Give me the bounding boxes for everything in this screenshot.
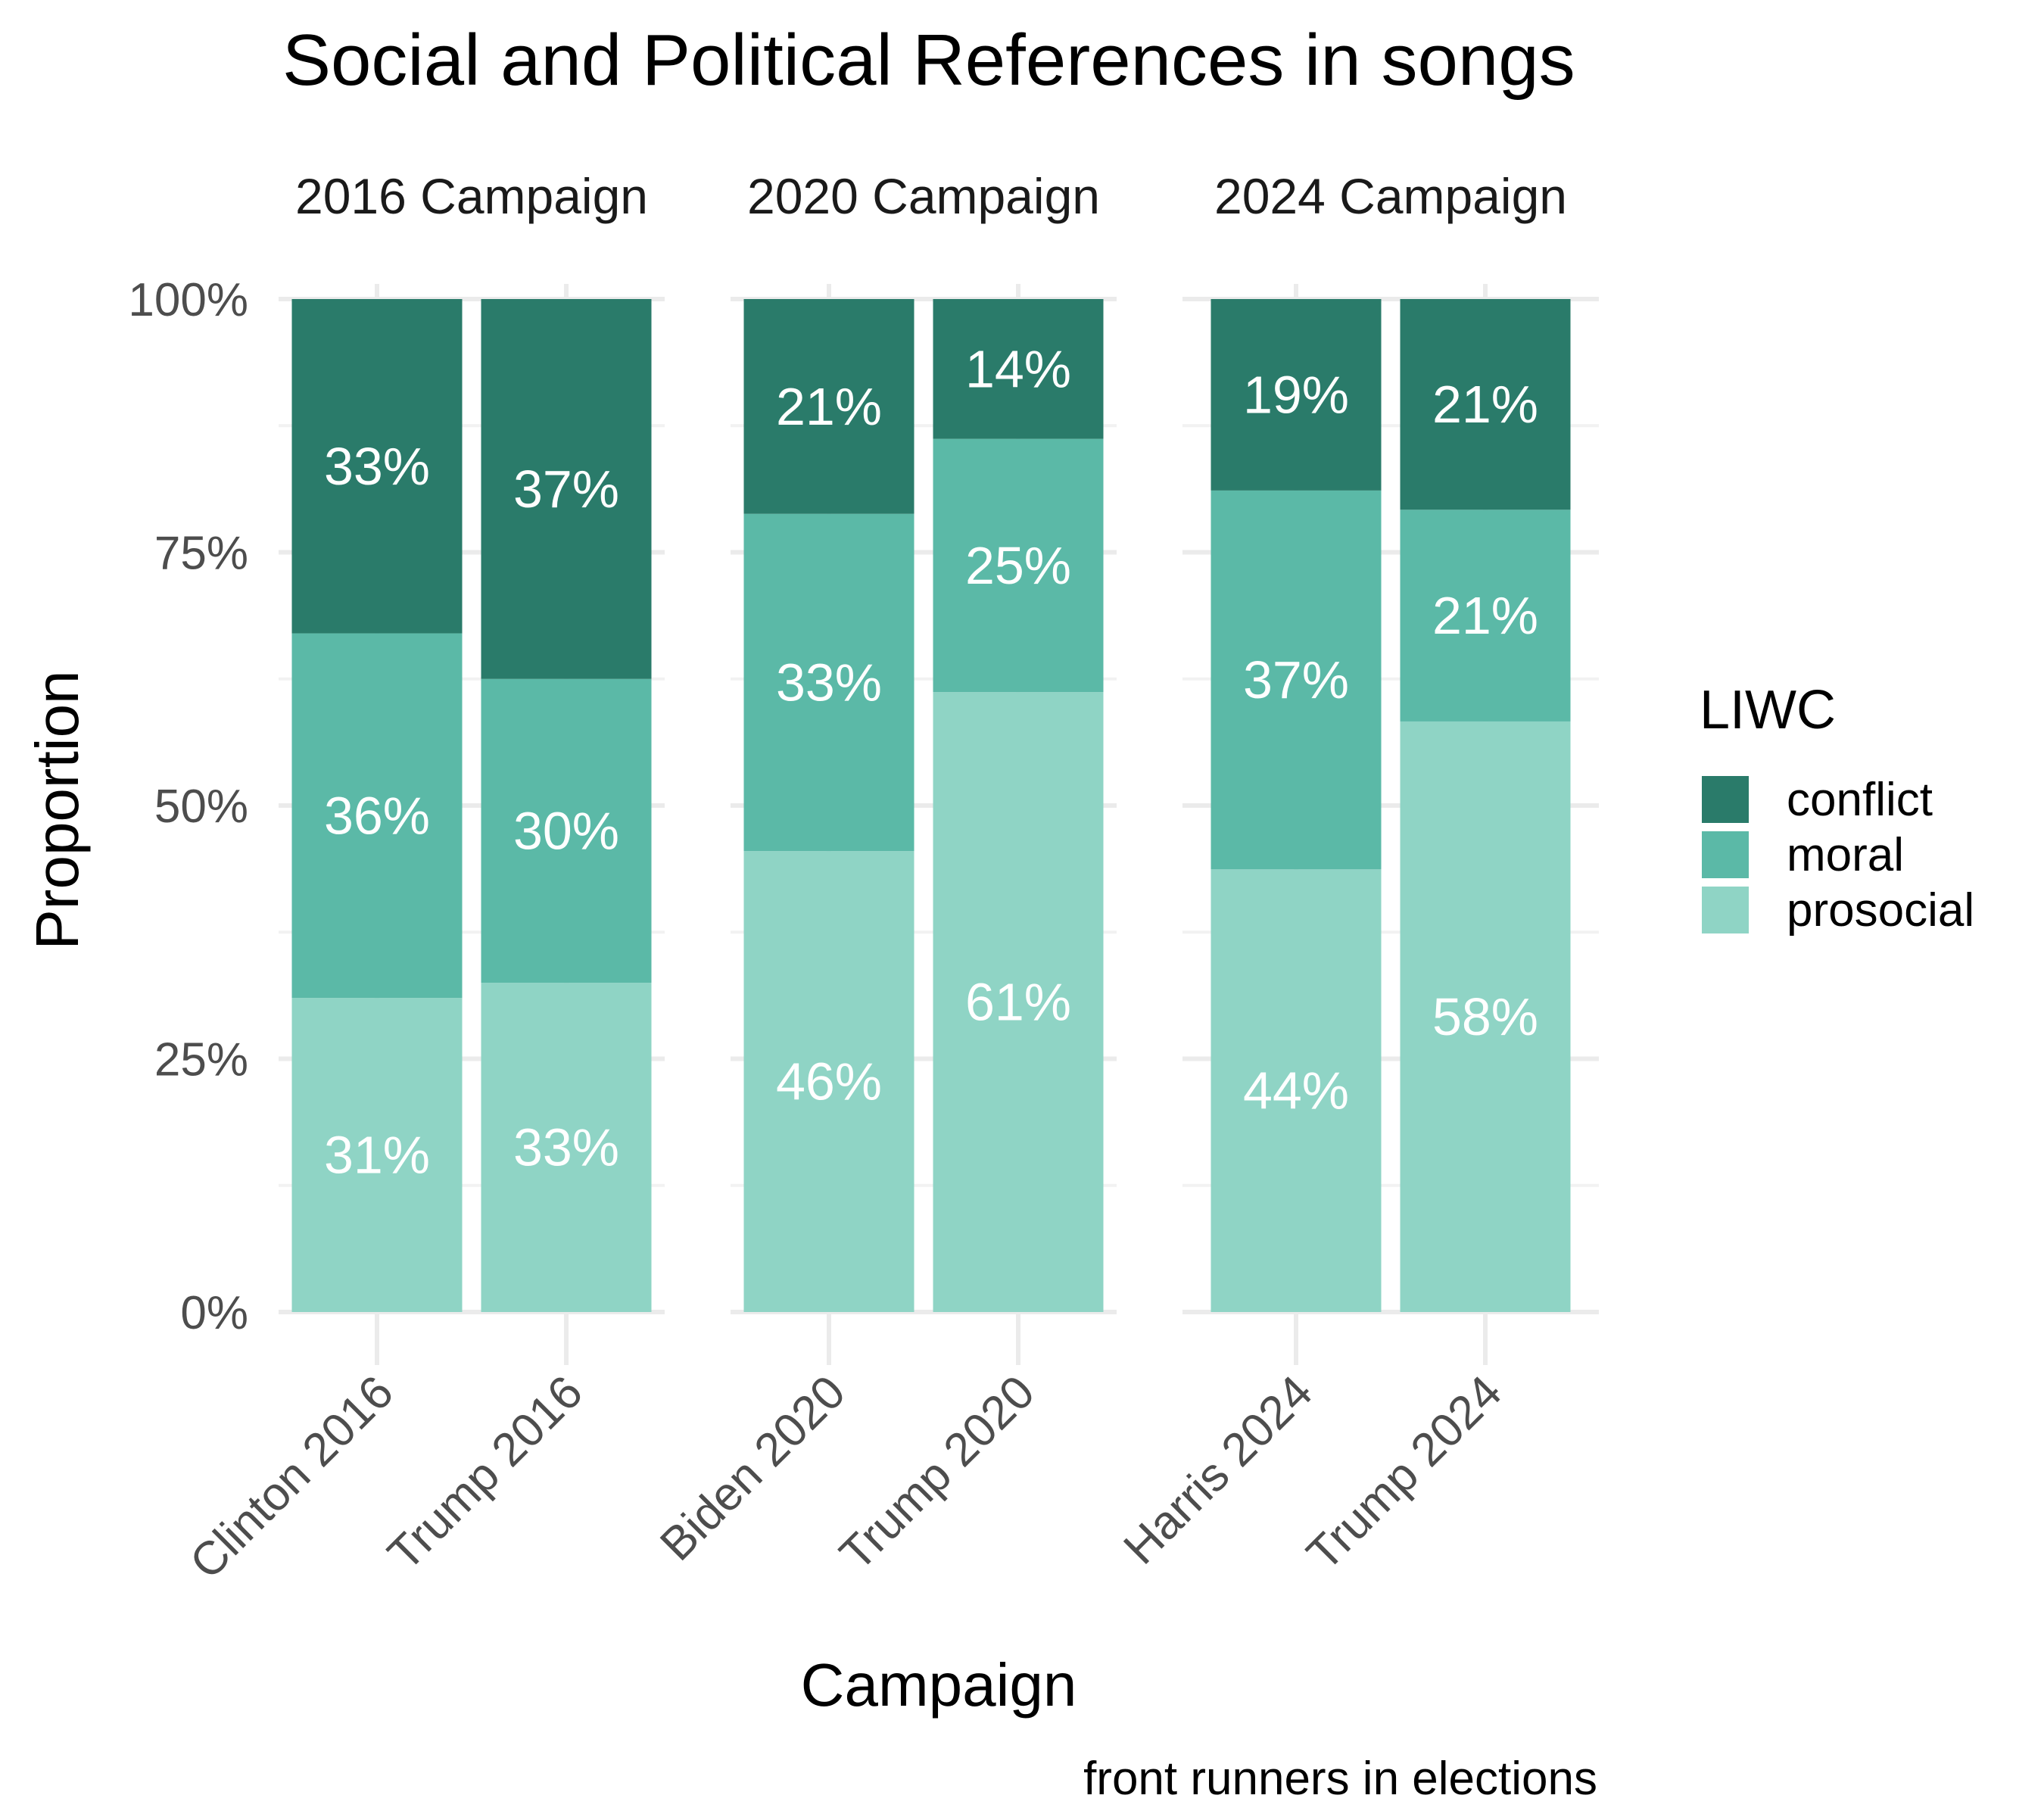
bar-segment-moral [1400, 510, 1571, 722]
bar-segment-moral [481, 678, 652, 983]
bar-segment-moral [743, 513, 915, 852]
data-label-prosocial: 58% [1432, 987, 1538, 1046]
data-label-moral: 30% [513, 801, 619, 860]
bar-segment-conflict [481, 299, 652, 679]
bar-segment-prosocial [743, 851, 915, 1312]
bar-segment-prosocial [291, 998, 463, 1312]
data-label-prosocial: 61% [965, 973, 1071, 1032]
y-tick-label: 25% [154, 1034, 248, 1086]
bar-segment-prosocial [933, 692, 1104, 1312]
bar-segment-prosocial [481, 983, 652, 1312]
chart-title: Social and Political References in songs [282, 20, 1575, 101]
bar-segment-moral [933, 438, 1104, 693]
legend-swatch-moral [1702, 831, 1749, 878]
data-label-conflict: 21% [776, 377, 882, 436]
y-tick-label: 75% [154, 528, 248, 580]
facet-strip-label: 2016 Campaign [295, 168, 648, 224]
legend-swatch-conflict [1702, 776, 1749, 823]
data-label-conflict: 19% [1243, 365, 1349, 424]
y-tick-label: 50% [154, 781, 248, 833]
data-label-prosocial: 44% [1243, 1061, 1349, 1120]
bar-segment-conflict [291, 299, 463, 634]
data-label-conflict: 37% [513, 460, 619, 519]
legend-title: LIWC [1700, 680, 1836, 740]
bar-segment-conflict [743, 299, 915, 514]
facet-strip-label: 2024 Campaign [1214, 168, 1567, 224]
bar-segment-conflict [933, 299, 1104, 439]
data-label-moral: 21% [1432, 586, 1538, 645]
facet-strip-label: 2020 Campaign [747, 168, 1100, 224]
legend-swatch-prosocial [1702, 887, 1749, 933]
bar-layer [291, 299, 1571, 1312]
y-tick-label: 0% [180, 1287, 248, 1339]
data-label-moral: 36% [324, 786, 430, 845]
data-label-prosocial: 46% [776, 1052, 882, 1111]
data-label-moral: 25% [965, 536, 1071, 595]
bar-segment-moral [291, 633, 463, 999]
bar-segment-conflict [1400, 299, 1571, 510]
data-label-prosocial: 31% [324, 1126, 430, 1185]
y-tick-label: 100% [128, 274, 248, 326]
data-label-conflict: 14% [965, 339, 1071, 398]
data-label-conflict: 21% [1432, 375, 1538, 434]
data-label-conflict: 33% [324, 437, 430, 496]
bar-segment-moral [1211, 490, 1382, 870]
label-layer: 31% 36% 33% 33% 30% 37% 46% 33% 21% 61% 25% 14% 44% 3… [324, 339, 1538, 1184]
chart-caption: front runners in elections [1083, 1753, 1597, 1805]
legend-label-moral: moral [1787, 829, 1904, 881]
legend-label-prosocial: prosocial [1787, 884, 1974, 937]
x-axis-title: Campaign [801, 1651, 1077, 1719]
y-axis-title: Proportion [23, 670, 91, 949]
bar-segment-prosocial [1400, 721, 1571, 1312]
data-label-moral: 37% [1243, 650, 1349, 709]
bar-segment-conflict [1211, 299, 1382, 491]
bar-segment-prosocial [1211, 869, 1382, 1312]
legend-label-conflict: conflict [1787, 774, 1933, 826]
data-label-moral: 33% [776, 653, 882, 712]
data-label-prosocial: 33% [513, 1118, 619, 1177]
